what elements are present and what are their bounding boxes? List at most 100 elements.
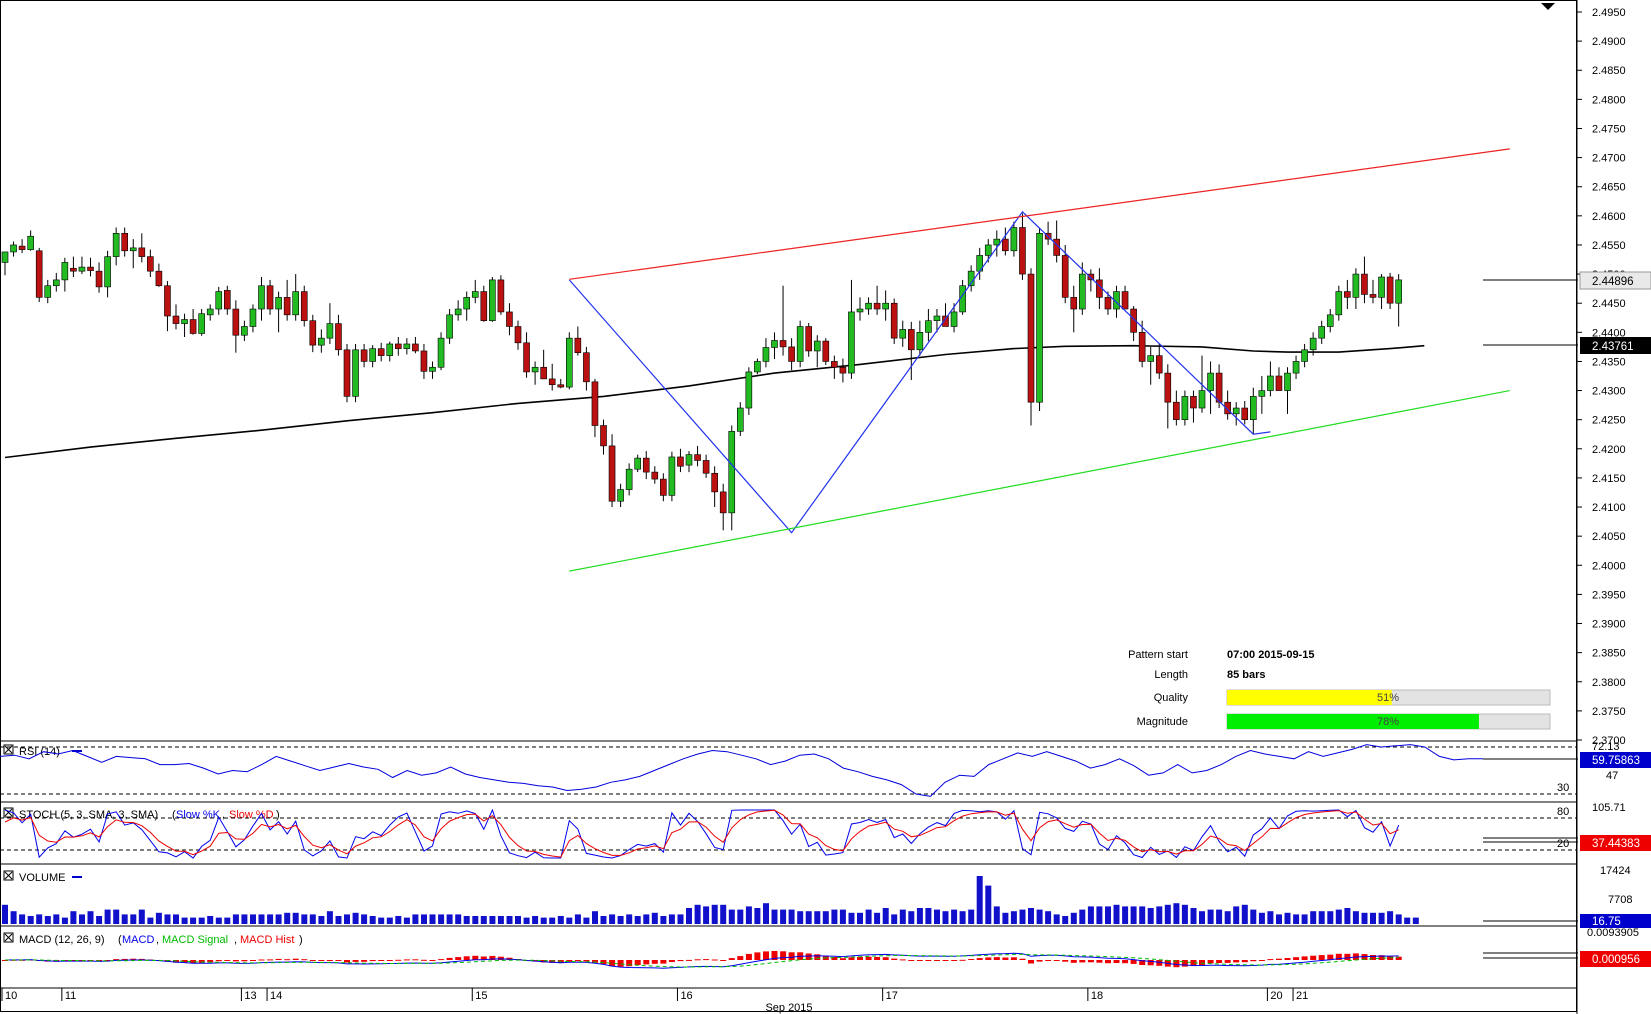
volume-bar (326, 911, 333, 924)
volume-bar (472, 916, 479, 924)
volume-tick-mid: 7708 (1608, 894, 1632, 906)
candle-body (1138, 332, 1146, 362)
volume-bar (728, 909, 735, 924)
volume-value: 16.75 (1592, 916, 1621, 928)
volume-bar (1241, 904, 1248, 924)
candle-body (1130, 308, 1137, 333)
volume-bar (583, 917, 590, 924)
volume-bar (403, 917, 410, 924)
macd-hist-bar (1079, 960, 1086, 963)
macd-hist-bar (694, 959, 701, 961)
candle-body (788, 346, 795, 362)
price-tick-label: 2.4900 (1592, 36, 1626, 48)
macd-hist-bar (1028, 960, 1034, 964)
volume-bar (1113, 904, 1120, 924)
macd-hist-bar (660, 960, 667, 964)
macd-hist-bar (1130, 960, 1137, 964)
candle-body (1181, 396, 1189, 420)
macd-hist-bar (241, 960, 248, 962)
volume-bar (899, 909, 906, 924)
macd-hist-bar (1053, 960, 1060, 961)
candle-body (386, 343, 394, 356)
volume-bar (1181, 904, 1188, 924)
volume-bar (831, 909, 838, 924)
svg-text:(: ( (118, 934, 122, 946)
volume-bar (814, 911, 821, 924)
pattern-start-value: 07:00 2015-09-15 (1227, 649, 1314, 661)
volume-bar (574, 914, 581, 924)
volume-bar (1250, 909, 1257, 924)
candle-body (44, 285, 52, 298)
volume-bar (309, 914, 316, 924)
rsi-value: 59.75863 (1592, 755, 1640, 767)
price-tick-label: 2.4050 (1592, 531, 1626, 543)
macd-hist-bar (848, 957, 855, 960)
volume-bar (600, 916, 607, 924)
candle-body (1232, 407, 1240, 415)
candle-body (403, 343, 411, 349)
candle-body (1326, 314, 1334, 327)
macd-hist-bar (1344, 953, 1351, 960)
candle-body (1284, 372, 1291, 391)
macd-hist-bar (258, 959, 265, 961)
volume-bar (36, 914, 43, 924)
volume-bar (822, 911, 829, 924)
candle-body (523, 342, 530, 373)
stoch-level-label-80: 80 (1557, 806, 1569, 818)
price-tick-label: 2.4150 (1592, 473, 1626, 485)
length-label: Length (1154, 669, 1188, 681)
zigzag-line (568, 210, 1271, 534)
macd-hist-bar (138, 958, 145, 960)
volume-bar (1378, 912, 1385, 924)
candle-body (719, 491, 727, 514)
candle-body (420, 350, 428, 372)
volume-bar (207, 916, 214, 924)
volume-bar (686, 908, 692, 924)
volume-bar (908, 911, 915, 924)
chart-menu-icon[interactable] (1541, 3, 1555, 10)
date-label: 16 (680, 990, 692, 1002)
price-tick-label: 2.3750 (1592, 706, 1626, 718)
volume-bar (891, 914, 898, 924)
candle-body (600, 425, 607, 447)
candle-body (1344, 291, 1351, 298)
volume-bar (617, 916, 624, 924)
volume-bar (79, 914, 85, 924)
candle-body (1258, 390, 1266, 397)
macd-hist-bar (267, 959, 274, 961)
volume-bar (241, 914, 248, 924)
macd-hist-bar (1395, 956, 1402, 960)
candle-body (241, 326, 248, 336)
magnitude-bar-fill (1227, 714, 1479, 729)
volume-bar (173, 914, 179, 924)
volume-bar (70, 911, 77, 924)
magnitude-value: 78% (1377, 716, 1399, 728)
macd-hist-bar (386, 960, 393, 961)
candle-body (899, 329, 907, 339)
candle-body (651, 471, 659, 480)
candle-body (702, 460, 710, 474)
candle-body (1, 251, 9, 263)
volume-bar (1318, 911, 1325, 924)
date-label: 20 (1270, 990, 1282, 1002)
macd-hist-bar (1156, 960, 1163, 966)
macd-hist-bar (1096, 960, 1103, 963)
volume-bar (164, 914, 171, 924)
macd-hist-bar (574, 960, 581, 962)
volume-bar (446, 914, 453, 924)
volume-bar (1404, 917, 1411, 924)
rsi-value-tag (1580, 752, 1651, 768)
volume-bar (1267, 911, 1274, 924)
volume-bar (1258, 912, 1265, 924)
volume-bar (592, 911, 598, 924)
macd-hist-bar (1070, 960, 1077, 963)
candle-body (1079, 273, 1086, 310)
candle-body (258, 285, 265, 310)
volume-bar (797, 911, 804, 924)
volume-bar (198, 917, 205, 924)
macd-hist-bar (421, 959, 427, 961)
volume-bar (284, 912, 291, 924)
svg-text:): ) (299, 934, 303, 946)
candle-body (1155, 355, 1163, 374)
macd-hist-bar (335, 960, 342, 961)
